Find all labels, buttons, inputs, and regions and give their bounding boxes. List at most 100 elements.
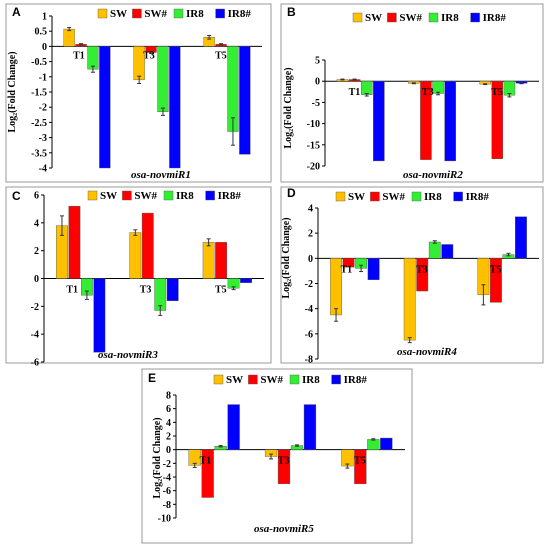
bar-ir8-t5 bbox=[367, 439, 380, 450]
bar-ir8-hash-t1 bbox=[99, 46, 111, 169]
category-label-t1: T1 bbox=[349, 87, 361, 98]
y-tick-label: -2 bbox=[163, 459, 171, 470]
legend: SW SW# IR8 IR8# bbox=[335, 191, 489, 203]
bar-sw-hash-t3 bbox=[277, 449, 291, 485]
bar-ir8-hash-t3 bbox=[444, 80, 456, 162]
category-label-t3: T3 bbox=[422, 87, 434, 98]
y-tick-label: 0 bbox=[308, 254, 313, 265]
category-label-t1: T1 bbox=[73, 50, 85, 61]
y-tick-label: -2.5 bbox=[31, 118, 47, 129]
y-tick-label: 6 bbox=[166, 404, 171, 415]
legend-swatch-ir8 bbox=[289, 374, 300, 385]
legend-label-ir8: IR8 bbox=[424, 191, 442, 203]
panel-c: C 6 4 2 0 -2 -4 -6 T1 T3 T5 SW SW# IR8 IR8# osa-novmiR3 bbox=[5, 186, 272, 369]
bar-ir8-hash-t3 bbox=[169, 46, 181, 169]
category-label-t3: T3 bbox=[143, 50, 155, 61]
bar-ir8-hash-t1 bbox=[373, 80, 385, 162]
legend-swatch-ir8 bbox=[173, 8, 184, 19]
y-tick-label: 1 bbox=[42, 12, 47, 23]
panel-e: E8 6 4 2 0 -2 -4 -6 -8 -10 T1 T3 T5 SW SW# IR8 IR8# osa-n… bbox=[141, 368, 413, 544]
category-label-t3: T3 bbox=[416, 264, 428, 275]
legend-label-ir8-hash: IR8# bbox=[344, 374, 368, 386]
legend-swatch-ir8 bbox=[428, 12, 439, 23]
legend: SW SW# IR8 IR8# bbox=[352, 12, 506, 24]
mirna-label: osa-novmiR5 bbox=[254, 523, 314, 535]
legend-label-ir8-hash: IR8# bbox=[228, 8, 252, 20]
y-axis-label: Log₂(Fold Change) bbox=[152, 417, 163, 498]
bar-ir8-hash-t5 bbox=[380, 437, 393, 450]
legend-swatch-ir8-hash bbox=[453, 191, 463, 202]
panel-letter: E bbox=[148, 371, 156, 385]
y-tick-label: -6 bbox=[31, 358, 39, 369]
y-tick-label: -6 bbox=[305, 329, 313, 340]
bar-ir8-hash-t3 bbox=[166, 278, 179, 301]
bar-sw-t3 bbox=[129, 232, 142, 279]
legend-label-sw-hash: SW# bbox=[134, 190, 157, 202]
legend-label-sw-hash: SW# bbox=[399, 12, 422, 24]
bar-ir8-hash-t1 bbox=[227, 404, 240, 450]
y-tick-label: 5 bbox=[315, 56, 320, 67]
y-tick-label: -1 bbox=[39, 72, 47, 83]
bar-sw-hash-t5 bbox=[489, 258, 502, 303]
y-tick-label: -4 bbox=[163, 473, 171, 484]
legend-swatch-sw bbox=[213, 374, 224, 385]
y-tick-label: -4 bbox=[305, 304, 313, 315]
legend-swatch-sw bbox=[335, 191, 346, 202]
mirna-label: osa-novmiR2 bbox=[403, 169, 463, 181]
legend-label-sw-hash: SW# bbox=[144, 8, 167, 20]
legend: SW SW# IR8 IR8# bbox=[87, 190, 241, 202]
y-tick-label: -3.5 bbox=[31, 148, 47, 159]
legend-label-sw: SW bbox=[226, 374, 243, 386]
y-tick-label: 4 bbox=[166, 418, 171, 429]
y-tick-label: -8 bbox=[305, 355, 313, 366]
y-tick-label: 0 bbox=[315, 77, 320, 88]
mirna-label: osa-novmiR4 bbox=[397, 346, 457, 358]
y-tick-label: 0 bbox=[34, 274, 39, 285]
legend: SW SW# IR8 IR8# bbox=[97, 8, 252, 20]
mirna-label: osa-novmiR1 bbox=[131, 169, 191, 181]
bar-ir8-hash-t1 bbox=[367, 258, 380, 280]
legend-swatch-sw-hash bbox=[370, 191, 380, 202]
y-axis-label: Log₂(Fold Change) bbox=[7, 51, 18, 132]
bar-ir8-hash-t1 bbox=[93, 278, 106, 353]
y-tick-label: 4 bbox=[308, 204, 313, 215]
y-tick-label: -10 bbox=[307, 119, 320, 130]
legend-swatch-sw bbox=[97, 8, 108, 19]
bar-ir8-t3 bbox=[157, 46, 169, 112]
y-tick-label: 2 bbox=[308, 229, 313, 240]
legend-label-ir8: IR8 bbox=[186, 8, 204, 20]
category-label-t5: T5 bbox=[354, 456, 366, 467]
legend-label-ir8: IR8 bbox=[302, 374, 320, 386]
panel-letter: C bbox=[12, 189, 21, 203]
bar-sw-hash-t5 bbox=[215, 242, 227, 279]
legend-swatch-sw bbox=[87, 190, 98, 201]
y-tick-label: 2 bbox=[166, 432, 171, 443]
y-tick-label: 0.5 bbox=[35, 27, 48, 38]
category-label-t1: T1 bbox=[66, 285, 78, 296]
y-tick-label: -2 bbox=[39, 103, 47, 114]
y-tick-label: 6 bbox=[34, 191, 39, 202]
legend-swatch-ir8-hash bbox=[205, 190, 215, 201]
bar-ir8-hash-t5 bbox=[515, 216, 527, 259]
y-tick-label: 2 bbox=[34, 246, 39, 257]
category-label-t5: T5 bbox=[215, 285, 227, 296]
category-label-t5: T5 bbox=[490, 264, 502, 275]
legend-label-sw: SW bbox=[348, 191, 365, 203]
y-tick-label: 8 bbox=[166, 391, 171, 402]
bar-sw-hash-t1 bbox=[342, 258, 355, 268]
y-tick-label: -8 bbox=[163, 500, 171, 511]
y-tick-label: -6 bbox=[163, 486, 171, 497]
bar-sw-hash-t1 bbox=[201, 449, 214, 498]
bar-ir8-hash-t5 bbox=[239, 46, 251, 155]
category-label-t1: T1 bbox=[340, 264, 352, 275]
bar-ir8-t3 bbox=[428, 241, 441, 259]
legend-swatch-ir8-hash bbox=[470, 12, 480, 23]
category-label-t3: T3 bbox=[140, 285, 152, 296]
legend-swatch-sw-hash bbox=[122, 190, 132, 201]
y-axis-label: Log₂(Fold Change) bbox=[281, 217, 292, 298]
legend-label-sw: SW bbox=[365, 12, 382, 24]
panel-d: D 4 2 0 -2 -4 -6 -8 T1 T3 T5 SW SW# IR8 IR8# osa-novmiR… bbox=[280, 186, 544, 366]
bar-sw-hash-t3 bbox=[416, 258, 429, 292]
